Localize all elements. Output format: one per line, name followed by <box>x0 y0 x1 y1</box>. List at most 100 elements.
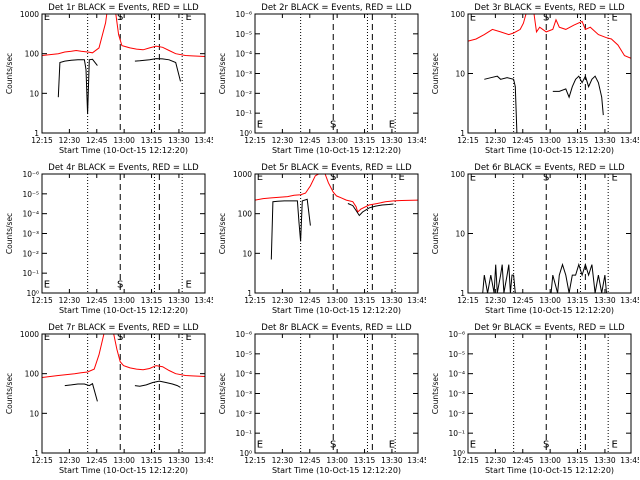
y-axis-label: Counts/sec <box>5 53 14 94</box>
y-tick-label: 100 <box>451 10 466 19</box>
x-axis-label: Start Time (10-Oct-15 12:12:20) <box>272 466 401 475</box>
x-axis-label: Start Time (10-Oct-15 12:12:20) <box>272 146 401 155</box>
marker-label: S <box>117 332 123 343</box>
series-line-events <box>484 75 518 133</box>
y-tick-label: 10⁻² <box>235 409 252 418</box>
series-line-lld <box>468 14 631 59</box>
chart-title: Det 4r BLACK = Events, RED = LLD <box>48 163 199 173</box>
y-tick-label: 10⁻² <box>448 409 465 418</box>
x-axis-label: Start Time (10-Oct-15 12:12:20) <box>485 146 614 155</box>
x-tick-label: 12:45 <box>86 296 108 305</box>
y-tick-label: 10 <box>29 409 39 418</box>
y-tick-label: 10⁻³ <box>22 230 39 239</box>
marker-label: S <box>117 280 123 291</box>
x-tick-label: 12:45 <box>86 456 108 465</box>
marker-label: E <box>257 172 263 183</box>
x-tick-label: 13:45 <box>407 136 426 145</box>
y-tick-label: 10⁰ <box>239 129 252 138</box>
x-tick-label: 12:30 <box>272 296 294 305</box>
y-tick-label: 10⁻⁴ <box>448 370 465 379</box>
y-axis-label: Counts/sec <box>431 373 440 414</box>
y-tick-label: 1 <box>34 449 39 458</box>
y-tick-label: 1 <box>460 289 465 298</box>
plot-frame <box>41 13 206 134</box>
x-tick-label: 12:45 <box>299 456 321 465</box>
y-tick-label: 10 <box>242 249 252 258</box>
y-tick-label: 10⁻¹ <box>235 109 252 118</box>
y-tick-label: 10⁻⁵ <box>448 350 465 359</box>
x-tick-label: 13:00 <box>539 136 561 145</box>
y-tick-label: 100 <box>451 170 466 179</box>
x-tick-label: 13:30 <box>381 456 403 465</box>
x-tick-label: 12:15 <box>31 296 53 305</box>
x-tick-label: 13:30 <box>168 296 190 305</box>
x-tick-label: 13:15 <box>354 136 376 145</box>
y-tick-label: 10⁻¹ <box>448 429 465 438</box>
x-tick-label: 13:00 <box>326 136 348 145</box>
plot-frame <box>467 173 632 294</box>
x-tick-label: 12:45 <box>512 456 534 465</box>
marker-label: E <box>470 13 476 24</box>
x-tick-label: 13:30 <box>381 296 403 305</box>
marker-label: E <box>186 280 192 291</box>
chart-title: Det 1r BLACK = Events, RED = LLD <box>48 3 199 13</box>
y-tick-label: 10⁻⁵ <box>235 30 252 39</box>
x-tick-label: 12:30 <box>485 296 507 305</box>
x-tick-label: 12:30 <box>485 456 507 465</box>
series-line-events <box>64 382 98 402</box>
series-line-lld <box>42 334 205 378</box>
x-tick-label: 12:15 <box>244 296 266 305</box>
series-line-lld <box>255 174 418 213</box>
series-line-events <box>134 380 181 388</box>
y-tick-label: 10⁻⁴ <box>235 370 252 379</box>
x-tick-label: 13:30 <box>381 136 403 145</box>
y-axis-label: Counts/sec <box>5 373 14 414</box>
x-axis-label: Start Time (10-Oct-15 12:12:20) <box>59 306 188 315</box>
x-tick-label: 13:30 <box>594 136 616 145</box>
x-axis-label: Start Time (10-Oct-15 12:12:20) <box>272 306 401 315</box>
x-tick-label: 12:30 <box>272 136 294 145</box>
plot-frame <box>467 13 632 134</box>
x-tick-label: 13:45 <box>194 136 213 145</box>
x-tick-label: 13:45 <box>620 456 639 465</box>
x-tick-label: 13:00 <box>539 456 561 465</box>
y-axis-label: Counts/sec <box>218 53 227 94</box>
y-axis-label: Counts/sec <box>218 213 227 254</box>
x-tick-label: 13:15 <box>141 456 163 465</box>
series-line-events <box>270 198 311 260</box>
marker-label: E <box>389 440 395 451</box>
y-tick-label: 10⁰ <box>26 289 39 298</box>
y-axis-label: Counts/sec <box>431 213 440 254</box>
y-tick-label: 10⁻⁵ <box>22 190 39 199</box>
x-tick-label: 12:15 <box>457 136 479 145</box>
x-tick-label: 13:45 <box>407 456 426 465</box>
chart-panel-2: Det 2r BLACK = Events, RED = LLD E S E 12:15… <box>218 3 426 155</box>
y-tick-label: 10⁰ <box>239 449 252 458</box>
marker-label: E <box>186 332 192 343</box>
chart-title: Det 3r BLACK = Events, RED = LLD <box>474 3 625 13</box>
series-line-events <box>57 58 98 115</box>
y-tick-label: 10⁻¹ <box>22 269 39 278</box>
series-line-events <box>482 264 516 293</box>
x-tick-label: 13:45 <box>407 296 426 305</box>
x-tick-label: 13:00 <box>539 296 561 305</box>
marker-label: E <box>399 172 405 183</box>
y-tick-label: 1 <box>34 129 39 138</box>
x-tick-label: 12:15 <box>31 456 53 465</box>
y-tick-label: 10⁻⁶ <box>235 330 252 339</box>
x-tick-label: 13:45 <box>620 296 639 305</box>
marker-label: S <box>543 173 549 184</box>
marker-label: E <box>257 120 263 131</box>
x-axis-label: Start Time (10-Oct-15 12:12:20) <box>485 466 614 475</box>
x-tick-label: 12:45 <box>299 136 321 145</box>
y-tick-label: 1 <box>460 129 465 138</box>
x-tick-label: 13:30 <box>168 136 190 145</box>
